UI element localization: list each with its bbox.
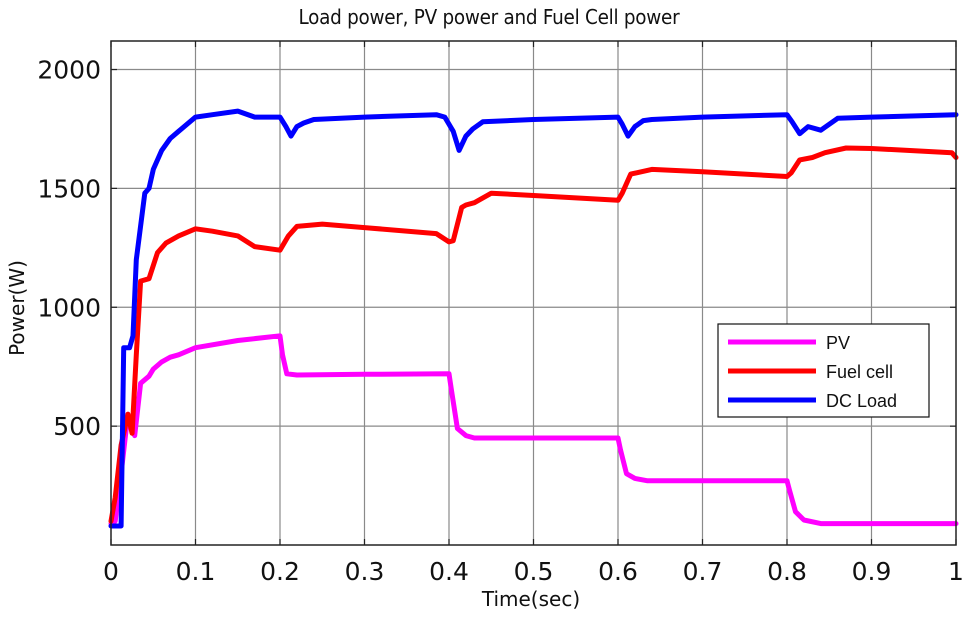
series-line-pv bbox=[108, 333, 959, 527]
x-tick-label: 0.6 bbox=[598, 557, 638, 586]
chart-title: Load power, PV power and Fuel Cell power bbox=[298, 5, 680, 29]
y-axis-tick-labels: 500 1000 1500 2000 bbox=[37, 56, 101, 442]
legend-label-pv: PV bbox=[826, 333, 850, 353]
y-axis-label: Power(W) bbox=[5, 260, 29, 356]
x-tick-label: 1 bbox=[948, 557, 964, 586]
grid-lines bbox=[111, 41, 956, 545]
legend-label-dc-load: DC Load bbox=[826, 391, 897, 411]
legend-label-fuel-cell: Fuel cell bbox=[826, 362, 893, 382]
x-tick-label: 0.4 bbox=[429, 557, 469, 586]
x-tick-label: 0.7 bbox=[683, 557, 723, 586]
x-tick-label: 0.5 bbox=[514, 557, 554, 586]
y-tick-label: 500 bbox=[53, 412, 101, 441]
x-axis-tick-labels: 0 0.1 0.2 0.3 0.4 0.5 0.6 0.7 0.8 0.9 1 bbox=[103, 557, 964, 586]
x-tick-label: 0.2 bbox=[260, 557, 300, 586]
x-axis-label: Time(sec) bbox=[481, 587, 580, 611]
x-tick-label: 0.1 bbox=[176, 557, 216, 586]
x-tick-label: 0.3 bbox=[345, 557, 385, 586]
y-tick-label: 1500 bbox=[37, 174, 101, 203]
y-tick-label: 1000 bbox=[37, 293, 101, 322]
series-layer bbox=[108, 108, 959, 529]
x-tick-label: 0.8 bbox=[767, 557, 807, 586]
y-tick-label: 2000 bbox=[37, 56, 101, 85]
axis-ticks bbox=[110, 41, 957, 545]
legend: PV Fuel cell DC Load bbox=[717, 323, 930, 418]
series-line-fuel-cell bbox=[108, 145, 959, 524]
x-tick-label: 0.9 bbox=[852, 557, 892, 586]
series-line-dc-load bbox=[108, 108, 959, 529]
x-tick-label: 0 bbox=[103, 557, 119, 586]
